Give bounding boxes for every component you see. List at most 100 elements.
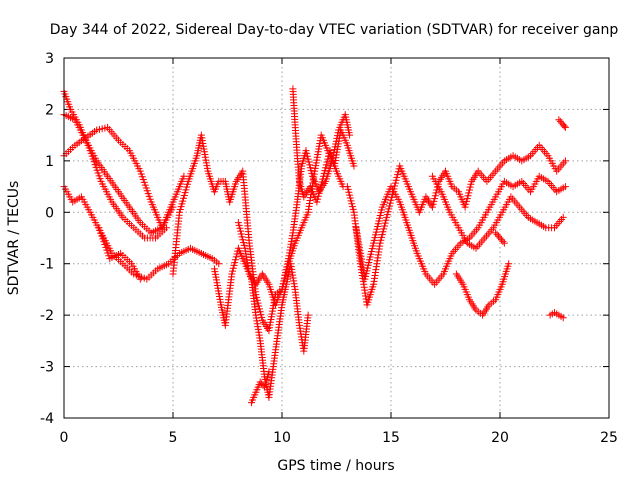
series-arc-7 xyxy=(210,244,312,401)
data-point xyxy=(239,239,247,247)
series-arc-3 xyxy=(60,87,170,242)
y-axis-label: SDTVAR / TECUs xyxy=(6,181,22,296)
data-point xyxy=(348,203,356,211)
data-point xyxy=(324,155,332,163)
data-point xyxy=(304,311,312,319)
data-point xyxy=(432,189,440,197)
y-tick-label: 1 xyxy=(45,154,54,170)
data-point xyxy=(393,173,401,181)
y-tick-label: 3 xyxy=(45,51,54,67)
data-point xyxy=(229,264,237,272)
data-point xyxy=(383,213,391,221)
data-point xyxy=(315,189,323,197)
data-point xyxy=(239,236,247,244)
data-point xyxy=(391,179,399,187)
x-axis-label: GPS time / hours xyxy=(277,458,394,474)
data-point xyxy=(255,302,263,310)
data-point xyxy=(304,155,312,163)
data-point xyxy=(346,194,354,202)
data-point xyxy=(314,195,322,203)
data-point xyxy=(306,161,314,169)
data-point xyxy=(467,180,475,188)
data-point xyxy=(322,161,330,169)
data-point xyxy=(463,195,471,203)
data-point xyxy=(381,219,389,227)
y-tick-label: 2 xyxy=(45,102,54,118)
series-arc-8 xyxy=(247,368,273,407)
data-point xyxy=(385,205,393,213)
data-point xyxy=(303,152,311,160)
data-point xyxy=(321,167,329,175)
data-point xyxy=(235,221,243,229)
series-arc-15 xyxy=(492,229,508,247)
data-point xyxy=(254,299,262,307)
data-point xyxy=(230,261,238,269)
data-point xyxy=(428,203,436,211)
data-point xyxy=(237,230,245,238)
data-point xyxy=(561,123,569,131)
data-point xyxy=(378,233,386,241)
data-point xyxy=(463,197,471,205)
data-point xyxy=(377,236,385,244)
data-point xyxy=(561,157,569,165)
data-point xyxy=(559,213,567,221)
data-point xyxy=(431,192,439,200)
y-tick-label: -3 xyxy=(40,360,54,376)
data-point xyxy=(555,116,563,124)
data-point xyxy=(323,158,331,166)
series-arc-17 xyxy=(555,116,569,131)
data-point xyxy=(384,208,392,216)
data-point xyxy=(237,227,245,235)
data-point xyxy=(136,275,144,283)
data-point xyxy=(265,368,273,376)
data-point xyxy=(318,178,326,186)
data-point xyxy=(383,211,391,219)
data-point xyxy=(465,189,473,197)
data-point xyxy=(314,192,322,200)
data-point xyxy=(461,203,469,211)
y-tick-labels: -4 -3 -2 -1 0 1 2 3 xyxy=(40,51,54,427)
data-point xyxy=(231,259,239,267)
data-point xyxy=(556,117,564,125)
data-point xyxy=(497,236,505,244)
data-point xyxy=(493,231,501,239)
series-arc-12 xyxy=(352,172,569,288)
data-point xyxy=(388,193,396,201)
data-point xyxy=(464,192,472,200)
data-point xyxy=(257,311,265,319)
series-arc-10 xyxy=(289,85,347,206)
data-point xyxy=(306,164,314,172)
x-tick-label: 25 xyxy=(600,430,618,446)
data-point xyxy=(258,313,266,321)
data-point xyxy=(302,147,310,155)
data-point xyxy=(346,191,354,199)
data-point xyxy=(307,167,315,175)
data-point xyxy=(346,131,354,139)
x-tick-labels: 0 5 10 15 20 25 xyxy=(60,430,618,446)
data-point xyxy=(380,225,388,233)
data-point xyxy=(228,270,236,278)
data-point xyxy=(462,200,470,208)
data-point xyxy=(319,172,327,180)
data-point xyxy=(169,203,177,211)
x-tick-label: 5 xyxy=(169,430,178,446)
data-point xyxy=(344,185,352,193)
series-arc-13 xyxy=(428,172,567,252)
data-point xyxy=(387,196,395,204)
data-point xyxy=(430,197,438,205)
data-point xyxy=(215,260,223,268)
chart-title: Day 344 of 2022, Sidereal Day-to-day VTE… xyxy=(50,22,619,38)
data-points xyxy=(60,85,569,407)
data-point xyxy=(308,169,316,177)
data-point xyxy=(313,198,321,206)
data-point xyxy=(231,256,239,264)
data-point xyxy=(305,158,313,166)
plot-frame xyxy=(63,57,610,419)
series-arc-5 xyxy=(95,224,144,283)
y-tick-label: -1 xyxy=(40,257,54,273)
data-point xyxy=(378,231,386,239)
y-tick-label: -4 xyxy=(40,411,54,427)
data-point xyxy=(345,188,353,196)
data-point xyxy=(180,172,188,180)
data-point xyxy=(495,232,503,240)
